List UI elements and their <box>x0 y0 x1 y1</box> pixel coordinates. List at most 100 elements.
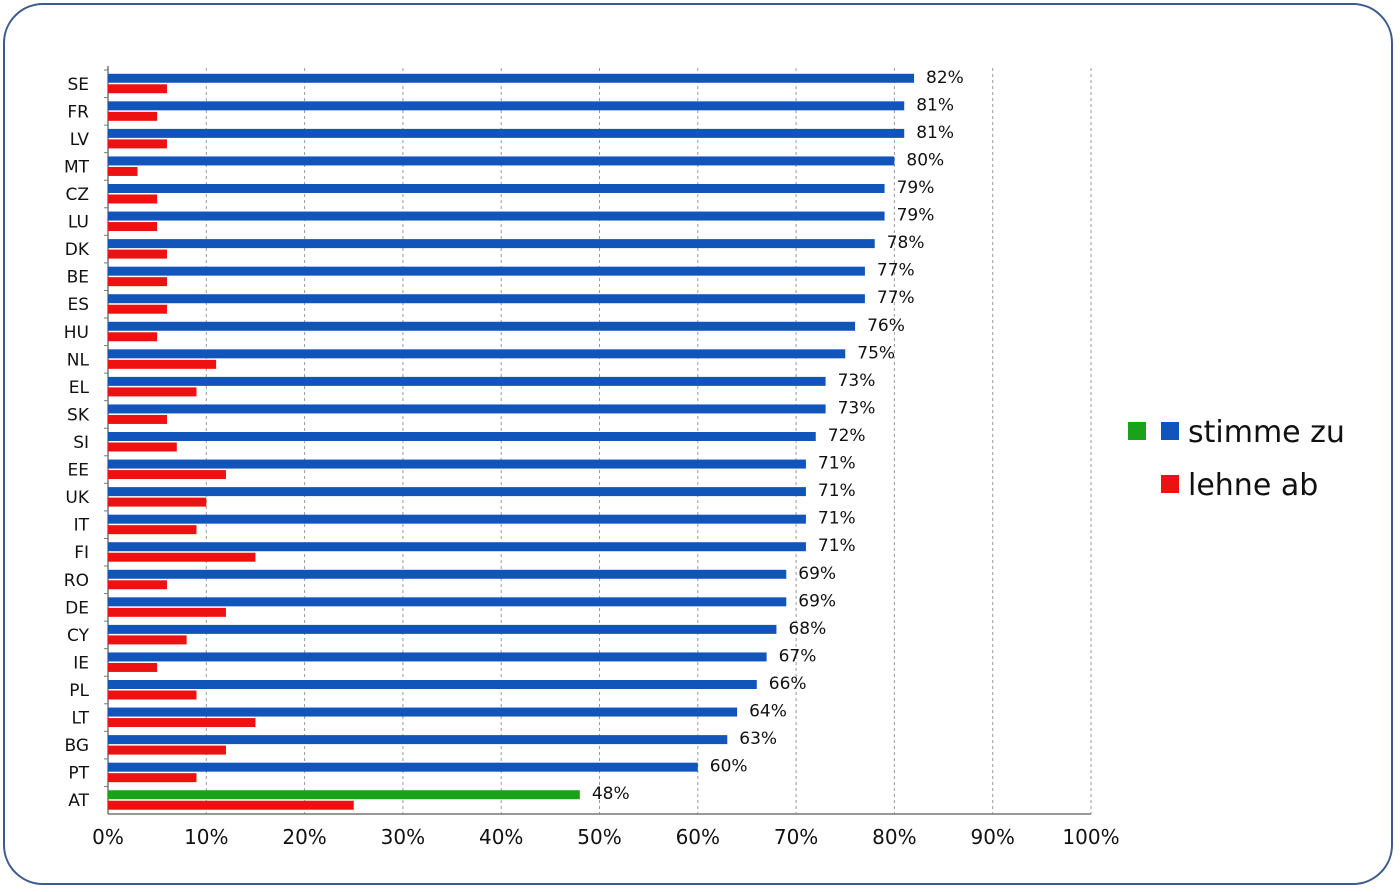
x-tick-label: 50% <box>577 825 621 849</box>
category-label: LV <box>70 130 90 150</box>
bar-lehne-ab <box>108 745 226 755</box>
data-label: 71% <box>818 509 856 529</box>
bar-stimme-zu <box>108 652 767 662</box>
bar-stimme-zu <box>108 542 806 552</box>
bar-stimme-zu <box>108 597 787 607</box>
category-label: EL <box>69 378 90 398</box>
category-label: SE <box>67 75 89 95</box>
category-label: PT <box>68 764 89 784</box>
category-label: SK <box>67 405 90 425</box>
bar-lehne-ab <box>108 222 158 232</box>
category-label: NL <box>67 350 90 370</box>
data-label: 79% <box>897 206 935 226</box>
bar-stimme-zu <box>108 239 875 249</box>
legend-label: lehne ab <box>1188 468 1318 503</box>
bar-stimme-zu <box>108 156 895 166</box>
data-label: 72% <box>828 426 866 446</box>
legend-swatch-red <box>1161 475 1179 493</box>
category-label: FI <box>74 543 89 563</box>
bar-stimme-zu <box>108 459 806 469</box>
category-label: ES <box>67 295 89 315</box>
legend-swatch-green <box>1128 422 1146 440</box>
category-label: BE <box>67 268 89 288</box>
bar-stimme-zu <box>108 569 787 579</box>
data-label: 64% <box>749 702 787 722</box>
data-label: 77% <box>877 261 915 281</box>
bar-stimme-zu <box>108 790 580 800</box>
category-label: FR <box>67 102 89 122</box>
category-label: DE <box>65 598 89 618</box>
bar-lehne-ab <box>108 580 167 590</box>
data-label: 81% <box>916 95 954 115</box>
data-label: 66% <box>769 674 807 694</box>
x-tick-label: 40% <box>479 825 523 849</box>
bar-lehne-ab <box>108 635 187 645</box>
data-label: 60% <box>710 757 748 777</box>
data-label: 71% <box>818 454 856 474</box>
category-label: PL <box>69 681 89 701</box>
legend-swatch-blue <box>1161 422 1179 440</box>
x-tick-label: 90% <box>970 825 1014 849</box>
bar-lehne-ab <box>108 470 226 480</box>
bar-lehne-ab <box>108 111 158 121</box>
category-label: AT <box>68 791 89 811</box>
bar-stimme-zu <box>108 487 806 497</box>
x-tick-label: 30% <box>381 825 425 849</box>
bar-lehne-ab <box>108 304 167 314</box>
bar-stimme-zu <box>108 349 846 359</box>
bar-stimme-zu <box>108 101 905 111</box>
data-label: 71% <box>818 536 856 556</box>
bar-stimme-zu <box>108 735 728 745</box>
data-label: 67% <box>779 646 817 666</box>
data-label: 76% <box>867 316 905 336</box>
bar-stimme-zu <box>108 128 905 138</box>
bar-lehne-ab <box>108 277 167 287</box>
bar-stimme-zu <box>108 321 856 331</box>
data-label: 48% <box>592 784 630 804</box>
bar-stimme-zu <box>108 294 865 304</box>
data-label: 69% <box>798 591 836 611</box>
bar-stimme-zu <box>108 624 777 634</box>
x-tick-label: 10% <box>184 825 228 849</box>
bar-lehne-ab <box>108 690 197 700</box>
bar-lehne-ab <box>108 662 158 672</box>
bar-lehne-ab <box>108 84 167 94</box>
category-label: EE <box>68 461 89 481</box>
bar-stimme-zu <box>108 404 826 414</box>
bar-lehne-ab <box>108 249 167 259</box>
category-label: CY <box>67 626 90 646</box>
data-label: 80% <box>906 150 944 170</box>
data-label: 68% <box>788 619 826 639</box>
bar-lehne-ab <box>108 607 226 617</box>
data-label: 69% <box>798 564 836 584</box>
category-label: MT <box>64 157 90 177</box>
bar-lehne-ab <box>108 359 217 369</box>
bar-lehne-ab <box>108 387 197 397</box>
data-label: 71% <box>818 481 856 501</box>
category-label: IT <box>74 516 90 536</box>
category-label: LU <box>68 213 89 233</box>
bar-lehne-ab <box>108 525 197 535</box>
data-label: 82% <box>926 68 964 88</box>
data-label: 78% <box>887 233 925 253</box>
category-label: IE <box>73 653 89 673</box>
x-tick-label: 60% <box>676 825 720 849</box>
data-label: 79% <box>897 178 935 198</box>
category-label: DK <box>65 240 90 260</box>
category-label: UK <box>65 488 89 508</box>
legend-label: stimme zu <box>1188 415 1345 450</box>
bar-stimme-zu <box>108 762 698 772</box>
data-label: 63% <box>739 729 777 749</box>
data-label: 73% <box>838 371 876 391</box>
category-label: CZ <box>65 185 89 205</box>
x-tick-label: 20% <box>282 825 326 849</box>
data-label: 77% <box>877 288 915 308</box>
bar-lehne-ab <box>108 332 158 342</box>
bar-lehne-ab <box>108 194 158 204</box>
bar-lehne-ab <box>108 773 197 783</box>
bar-stimme-zu <box>108 514 806 524</box>
data-label: 73% <box>838 398 876 418</box>
category-label: HU <box>64 323 89 343</box>
x-tick-label: 100% <box>1062 825 1119 849</box>
